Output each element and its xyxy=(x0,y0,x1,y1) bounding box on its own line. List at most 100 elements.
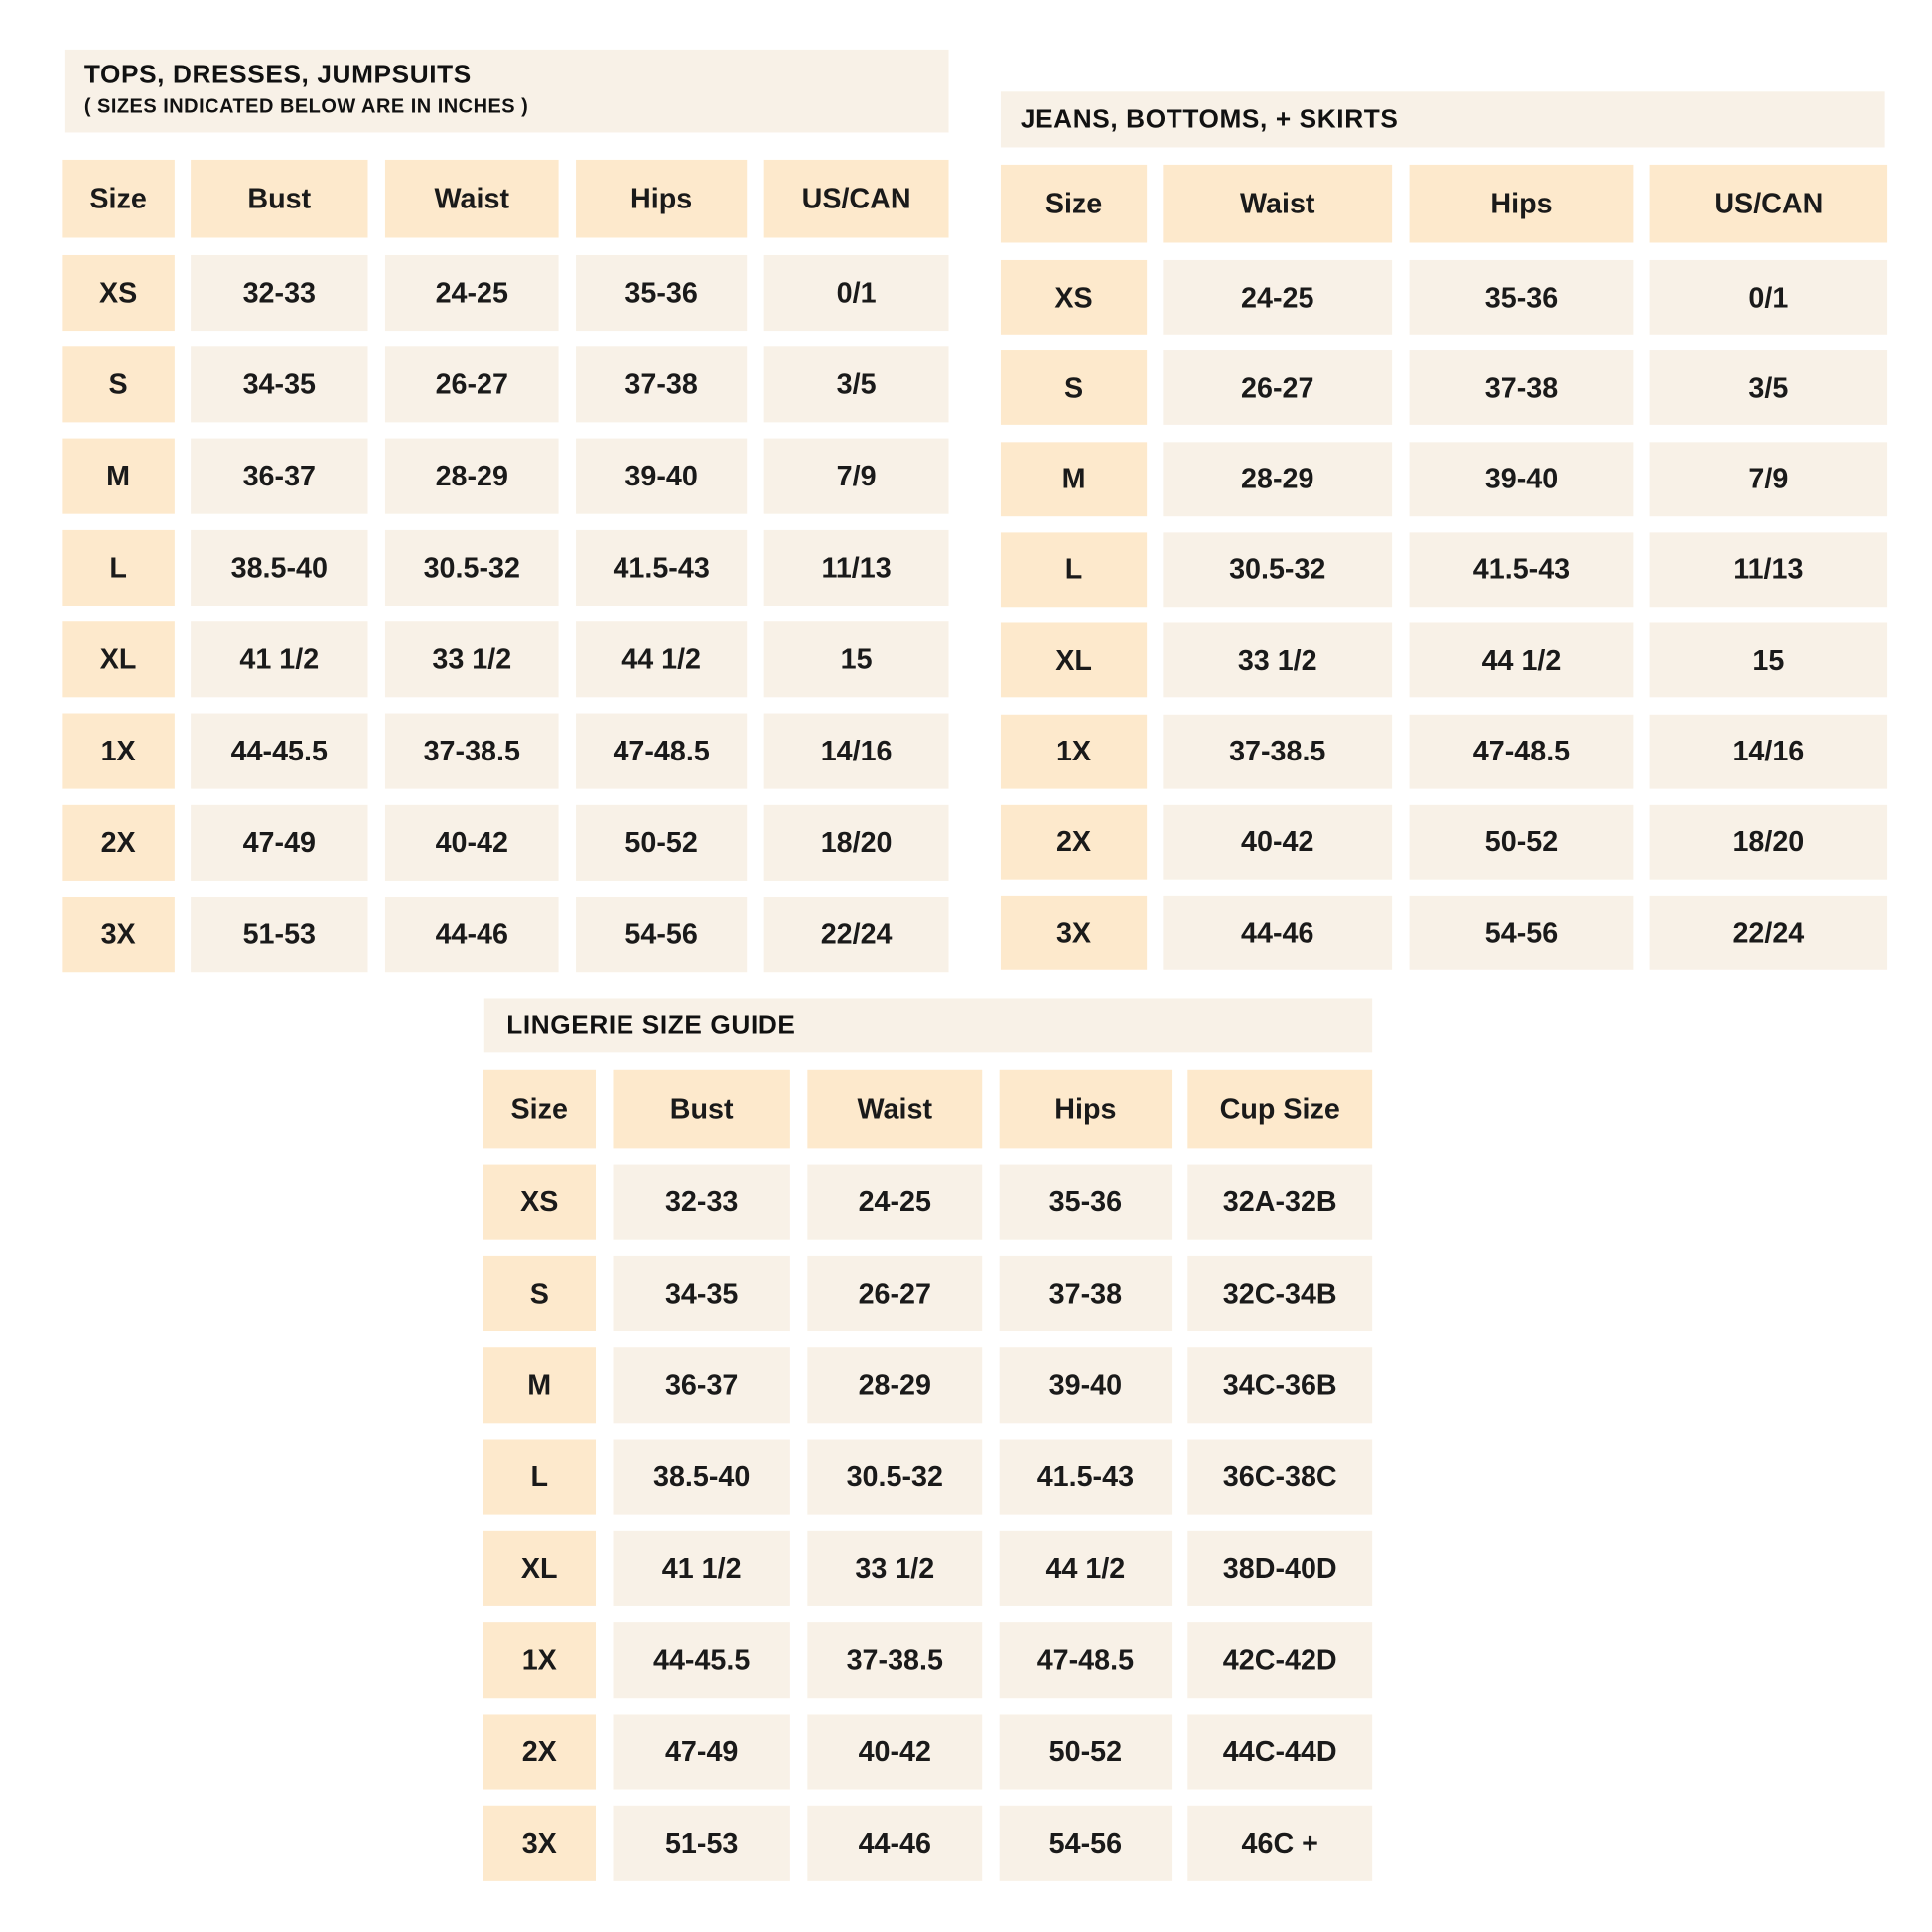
tops-size-cell: M xyxy=(62,438,175,514)
tops-value-cell: 35-36 xyxy=(576,254,748,332)
lingerie-size-cell: 3X xyxy=(483,1805,597,1881)
tops-value-cell: 0/1 xyxy=(763,254,949,332)
tops-value-cell: 30.5-32 xyxy=(384,529,559,606)
jeans-value-cell: 18/20 xyxy=(1649,804,1888,880)
jeans-size-cell: S xyxy=(1000,350,1148,426)
lingerie-header-bust: Bust xyxy=(613,1069,790,1149)
jeans-title-band xyxy=(1000,91,1885,148)
tops-value-cell: 51-53 xyxy=(191,897,368,973)
lingerie-header-cup-size: Cup Size xyxy=(1187,1069,1373,1149)
lingerie-value-cell: 39-40 xyxy=(999,1347,1173,1424)
tops-value-cell: 47-49 xyxy=(191,804,368,881)
tops-value-cell: 44 1/2 xyxy=(576,621,748,698)
lingerie-value-cell: 54-56 xyxy=(999,1805,1173,1881)
jeans-size-cell: M xyxy=(1000,441,1148,516)
tops-value-cell: 41.5-43 xyxy=(576,529,748,606)
tops-value-cell: 41 1/2 xyxy=(191,621,368,698)
tops-header-us-can: US/CAN xyxy=(763,159,949,238)
tops-value-cell: 33 1/2 xyxy=(384,621,559,698)
tops-size-cell: L xyxy=(62,529,175,606)
jeans-value-cell: 0/1 xyxy=(1649,259,1888,335)
tops-value-cell: 11/13 xyxy=(763,529,949,606)
tops-title: TOPS, DRESSES, JUMPSUITS xyxy=(83,61,472,89)
lingerie-size-cell: M xyxy=(483,1347,597,1424)
tops-value-cell: 26-27 xyxy=(384,346,559,423)
jeans-header-size: Size xyxy=(1000,164,1148,243)
jeans-value-cell: 7/9 xyxy=(1649,441,1888,516)
lingerie-value-cell: 47-49 xyxy=(613,1714,790,1790)
tops-size-cell: 2X xyxy=(62,804,175,881)
lingerie-size-cell: S xyxy=(483,1255,597,1331)
tops-value-cell: 7/9 xyxy=(763,438,949,514)
lingerie-value-cell: 36-37 xyxy=(613,1347,790,1424)
jeans-value-cell: 41.5-43 xyxy=(1409,532,1634,608)
lingerie-title: LINGERIE SIZE GUIDE xyxy=(506,1010,796,1039)
lingerie-value-cell: 35-36 xyxy=(999,1164,1173,1240)
jeans-size-cell: XL xyxy=(1000,622,1148,698)
jeans-header-waist: Waist xyxy=(1163,164,1393,243)
lingerie-value-cell: 42C-42D xyxy=(1187,1622,1373,1699)
lingerie-value-cell: 38D-40D xyxy=(1187,1530,1373,1606)
lingerie-header-size: Size xyxy=(483,1069,597,1149)
lingerie-value-cell: 34-35 xyxy=(613,1255,790,1331)
jeans-value-cell: 11/13 xyxy=(1649,532,1888,608)
tops-title-band xyxy=(64,49,949,133)
jeans-size-cell: 1X xyxy=(1000,714,1148,788)
tops-value-cell: 14/16 xyxy=(763,713,949,789)
jeans-value-cell: 54-56 xyxy=(1409,896,1634,970)
lingerie-value-cell: 44C-44D xyxy=(1187,1714,1373,1790)
tops-value-cell: 18/20 xyxy=(763,804,949,881)
lingerie-value-cell: 46C + xyxy=(1187,1805,1373,1881)
jeans-header-hips: Hips xyxy=(1409,164,1634,243)
tops-value-cell: 44-45.5 xyxy=(191,713,368,789)
tops-value-cell: 28-29 xyxy=(384,438,559,514)
lingerie-value-cell: 44 1/2 xyxy=(999,1530,1173,1606)
tops-subtitle: ( SIZES INDICATED BELOW ARE IN INCHES ) xyxy=(83,96,529,118)
lingerie-value-cell: 26-27 xyxy=(807,1255,983,1331)
tops-value-cell: 3/5 xyxy=(763,346,949,423)
tops-value-cell: 37-38 xyxy=(576,346,748,423)
lingerie-value-cell: 32C-34B xyxy=(1187,1255,1373,1331)
jeans-size-cell: 2X xyxy=(1000,804,1148,880)
jeans-value-cell: 28-29 xyxy=(1163,441,1393,516)
jeans-value-cell: 14/16 xyxy=(1649,714,1888,788)
lingerie-header-hips: Hips xyxy=(999,1069,1173,1149)
tops-size-cell: 3X xyxy=(62,897,175,973)
jeans-size-cell: 3X xyxy=(1000,896,1148,970)
jeans-value-cell: 40-42 xyxy=(1163,804,1393,880)
jeans-value-cell: 35-36 xyxy=(1409,259,1634,335)
tops-header-waist: Waist xyxy=(384,159,559,238)
lingerie-size-cell: 2X xyxy=(483,1714,597,1790)
tops-header-size: Size xyxy=(62,159,175,238)
tops-value-cell: 54-56 xyxy=(576,897,748,973)
jeans-value-cell: 39-40 xyxy=(1409,441,1634,516)
tops-value-cell: 32-33 xyxy=(191,254,368,332)
lingerie-size-cell: XL xyxy=(483,1530,597,1606)
lingerie-value-cell: 32-33 xyxy=(613,1164,790,1240)
lingerie-value-cell: 30.5-32 xyxy=(807,1439,983,1515)
tops-size-cell: XS xyxy=(62,254,175,332)
tops-value-cell: 39-40 xyxy=(576,438,748,514)
tops-value-cell: 24-25 xyxy=(384,254,559,332)
tops-value-cell: 36-37 xyxy=(191,438,368,514)
jeans-value-cell: 33 1/2 xyxy=(1163,622,1393,698)
tops-header-bust: Bust xyxy=(191,159,368,238)
jeans-size-cell: L xyxy=(1000,532,1148,608)
jeans-value-cell: 44 1/2 xyxy=(1409,622,1634,698)
lingerie-value-cell: 41.5-43 xyxy=(999,1439,1173,1515)
jeans-value-cell: 22/24 xyxy=(1649,896,1888,970)
jeans-value-cell: 24-25 xyxy=(1163,259,1393,335)
lingerie-value-cell: 41 1/2 xyxy=(613,1530,790,1606)
jeans-size-cell: XS xyxy=(1000,259,1148,335)
lingerie-size-cell: L xyxy=(483,1439,597,1515)
lingerie-value-cell: 37-38 xyxy=(999,1255,1173,1331)
tops-size-cell: 1X xyxy=(62,713,175,789)
lingerie-header-waist: Waist xyxy=(807,1069,983,1149)
lingerie-size-cell: 1X xyxy=(483,1622,597,1699)
tops-value-cell: 44-46 xyxy=(384,897,559,973)
tops-value-cell: 40-42 xyxy=(384,804,559,881)
jeans-title: JEANS, BOTTOMS, + SKIRTS xyxy=(1020,105,1399,134)
tops-size-cell: S xyxy=(62,346,175,423)
lingerie-value-cell: 40-42 xyxy=(807,1714,983,1790)
